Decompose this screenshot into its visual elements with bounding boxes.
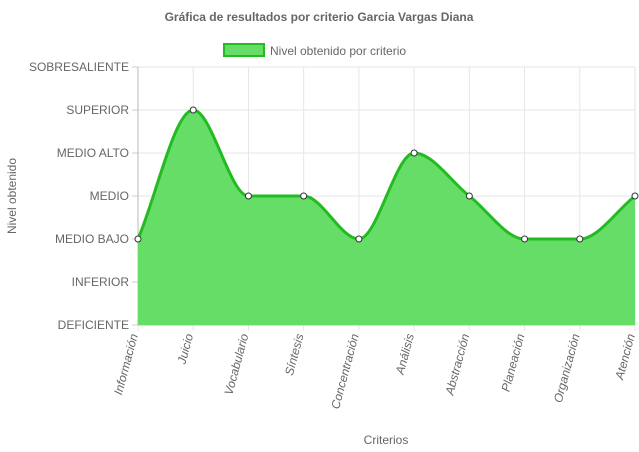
y-tick-label: MEDIO — [90, 189, 129, 203]
y-axis-title: Nivel obtenido — [5, 158, 19, 234]
legend[interactable]: Nivel obtenido por criterio — [223, 43, 406, 58]
legend-swatch — [223, 43, 265, 57]
chart-title: Gráfica de resultados por criterio Garci… — [165, 10, 474, 24]
series-area-fill — [138, 110, 635, 325]
y-tick-label: DEFICIENTE — [58, 318, 129, 332]
x-tick-label: Vocabulario — [222, 332, 252, 397]
x-tick-label: Síntesis — [282, 332, 307, 377]
x-tick-label: Atención — [612, 332, 638, 382]
data-point[interactable] — [521, 235, 529, 243]
x-tick-label: Información — [111, 332, 141, 396]
data-points — [134, 106, 639, 243]
y-tick-label: MEDIO ALTO — [57, 146, 129, 160]
data-point[interactable] — [134, 235, 142, 243]
data-point[interactable] — [410, 149, 418, 157]
x-tick-label: Juicio — [174, 332, 196, 367]
x-axis-tick-labels: Información Juicio Vocabulario Síntesis Conc… — [111, 332, 638, 411]
x-tick-label: Concentración — [328, 332, 362, 411]
y-axis-tick-labels: DEFICIENTE INFERIOR MEDIO BAJO MEDIO MEDIO A… — [29, 60, 129, 332]
data-point[interactable] — [189, 106, 197, 114]
y-tick-label: SUPERIOR — [66, 103, 129, 117]
data-point[interactable] — [300, 192, 308, 200]
series-area — [136, 108, 636, 325]
y-tick-label: MEDIO BAJO — [55, 232, 129, 246]
data-point[interactable] — [465, 192, 473, 200]
y-tick-label: SOBRESALIENTE — [29, 60, 129, 74]
legend-label: Nivel obtenido por criterio — [270, 44, 406, 58]
x-tick-label: Análisis — [393, 332, 417, 377]
series-line — [136, 108, 636, 241]
data-point[interactable] — [631, 192, 639, 200]
data-point[interactable] — [576, 235, 584, 243]
data-point[interactable] — [355, 235, 363, 243]
x-tick-label: Abstracción — [442, 332, 472, 397]
x-tick-label: Planeación — [499, 332, 528, 393]
x-axis-title: Criterios — [364, 433, 409, 447]
y-tick-label: INFERIOR — [72, 275, 130, 289]
data-point[interactable] — [244, 192, 252, 200]
x-tick-label: Organización — [551, 332, 583, 404]
